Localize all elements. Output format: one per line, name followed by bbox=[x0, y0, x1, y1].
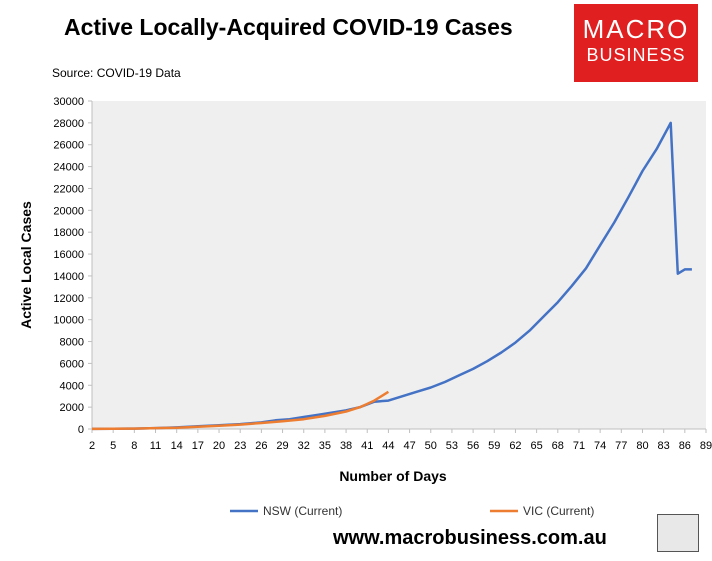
macrobusiness-logo: MACRO BUSINESS bbox=[574, 4, 698, 82]
y-tick-label: 26000 bbox=[53, 140, 84, 152]
x-tick-label: 56 bbox=[467, 440, 479, 452]
x-tick-label: 68 bbox=[552, 440, 564, 452]
y-tick-label: 24000 bbox=[53, 162, 84, 174]
y-tick-label: 6000 bbox=[60, 358, 84, 370]
y-tick-label: 20000 bbox=[53, 205, 84, 217]
y-tick-label: 4000 bbox=[60, 380, 84, 392]
mascot-image bbox=[657, 514, 699, 552]
y-tick-label: 12000 bbox=[53, 293, 84, 305]
chart-title: Active Locally-Acquired COVID-19 Cases bbox=[64, 14, 513, 40]
legend-label: VIC (Current) bbox=[523, 504, 594, 518]
x-tick-label: 8 bbox=[131, 440, 137, 452]
y-tick-label: 14000 bbox=[53, 271, 84, 283]
y-tick-label: 10000 bbox=[53, 315, 84, 327]
x-tick-label: 23 bbox=[234, 440, 246, 452]
y-axis-label: Active Local Cases bbox=[18, 201, 34, 329]
x-tick-label: 86 bbox=[679, 440, 691, 452]
x-tick-label: 35 bbox=[319, 440, 331, 452]
x-tick-label: 65 bbox=[530, 440, 542, 452]
x-tick-label: 14 bbox=[171, 440, 183, 452]
x-tick-label: 2 bbox=[89, 440, 95, 452]
x-axis-label: Number of Days bbox=[339, 468, 447, 484]
series-line-vic bbox=[91, 390, 390, 431]
plot-area bbox=[92, 101, 706, 429]
x-tick-label: 26 bbox=[255, 440, 267, 452]
y-tick-label: 8000 bbox=[60, 337, 84, 349]
x-tick-label: 77 bbox=[615, 440, 627, 452]
footer-url: www.macrobusiness.com.au bbox=[333, 527, 607, 549]
series-lines bbox=[91, 121, 692, 431]
y-tick-label: 18000 bbox=[53, 227, 84, 239]
x-tick-label: 83 bbox=[658, 440, 670, 452]
x-tick-label: 5 bbox=[110, 440, 116, 452]
x-tick-label: 59 bbox=[488, 440, 500, 452]
x-tick-label: 38 bbox=[340, 440, 352, 452]
legend-label: NSW (Current) bbox=[263, 504, 342, 518]
x-tick-label: 17 bbox=[192, 440, 204, 452]
x-tick-label: 62 bbox=[509, 440, 521, 452]
x-tick-label: 71 bbox=[573, 440, 585, 452]
y-tick-label: 28000 bbox=[53, 118, 84, 130]
logo-line-2: BUSINESS bbox=[586, 45, 686, 65]
y-axis: 0 2000 4000 6000 8000 10000 12000 14000 16000 180… bbox=[53, 96, 93, 436]
logo-line-1: MACRO bbox=[582, 14, 690, 44]
legend: NSW (Current) VIC (Current) bbox=[230, 504, 594, 518]
y-tick-label: 22000 bbox=[53, 183, 84, 195]
source-note: Source: COVID-19 Data bbox=[52, 66, 181, 80]
x-axis: 2 5 8 11 14 17 20 23 26 29 32 35 38 41 44 47 50 53 56 59 62 6… bbox=[89, 428, 712, 452]
y-tick-label: 2000 bbox=[60, 402, 84, 414]
x-tick-label: 53 bbox=[446, 440, 458, 452]
x-tick-label: 32 bbox=[298, 440, 310, 452]
x-tick-label: 29 bbox=[276, 440, 288, 452]
x-tick-label: 47 bbox=[403, 440, 415, 452]
x-tick-label: 50 bbox=[425, 440, 437, 452]
x-tick-label: 20 bbox=[213, 440, 225, 452]
y-tick-label: 30000 bbox=[53, 96, 84, 108]
x-tick-label: 89 bbox=[700, 440, 712, 452]
x-tick-label: 44 bbox=[382, 440, 394, 452]
x-tick-label: 11 bbox=[150, 440, 161, 452]
x-tick-label: 41 bbox=[361, 440, 373, 452]
x-tick-label: 74 bbox=[594, 440, 606, 452]
y-tick-label: 0 bbox=[78, 424, 84, 436]
x-tick-label: 80 bbox=[636, 440, 648, 452]
y-tick-label: 16000 bbox=[53, 249, 84, 261]
